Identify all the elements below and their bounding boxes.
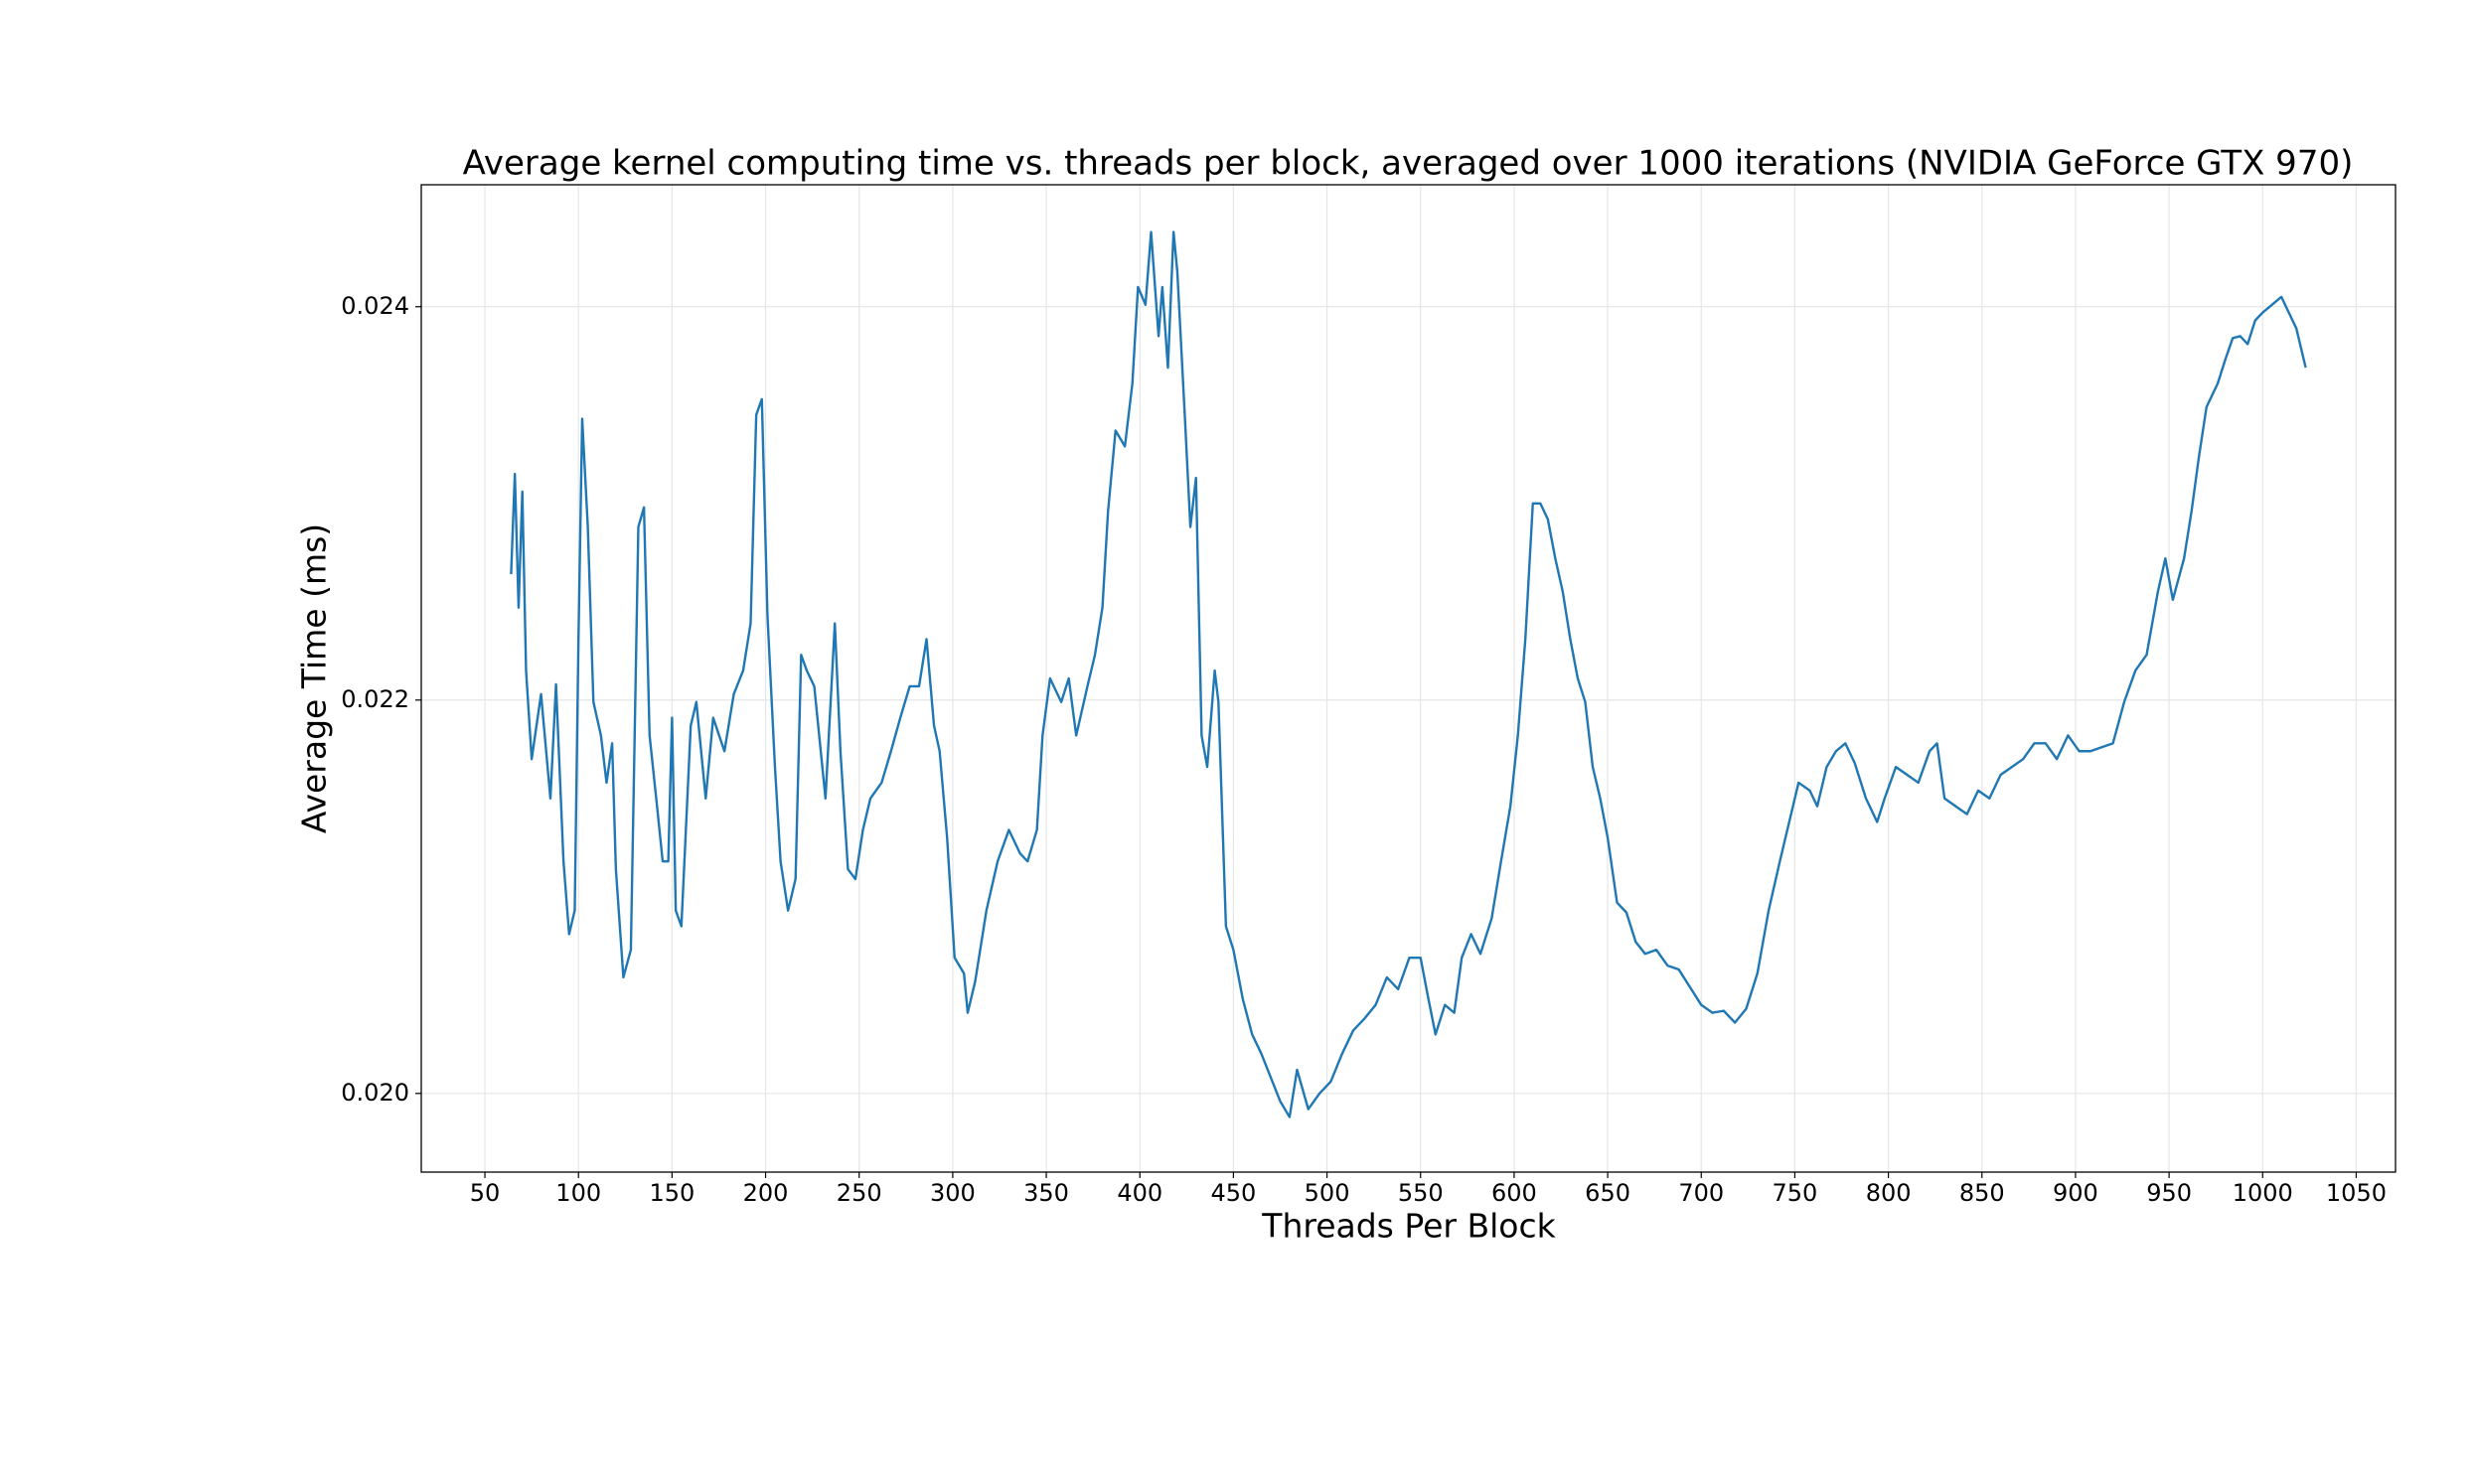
x-tick-label: 400 [1117,1179,1162,1207]
x-tick-label: 950 [2146,1179,2192,1207]
x-tick-label: 1000 [2233,1179,2293,1207]
x-tick-label: 900 [2053,1179,2098,1207]
x-tick-label: 500 [1305,1179,1350,1207]
x-tick-label: 700 [1678,1179,1724,1207]
y-tick-label: 0.022 [341,685,409,713]
x-tick-label: 550 [1398,1179,1444,1207]
x-tick-label: 50 [470,1179,501,1207]
data-line [510,230,2307,1118]
x-tick-label: 650 [1585,1179,1630,1207]
x-tick-label: 800 [1866,1179,1912,1207]
x-tick-label: 450 [1210,1179,1256,1207]
y-tick-label: 0.020 [341,1079,409,1107]
x-tick-label: 750 [1773,1179,1818,1207]
x-tick-label: 100 [555,1179,601,1207]
x-tick-label: 200 [743,1179,789,1207]
x-tick-label: 150 [649,1179,695,1207]
x-axis-label: Threads Per Block [1261,1207,1556,1246]
y-axis-label: Average Time (ms) [295,523,334,833]
x-tick-label: 600 [1491,1179,1537,1207]
x-tick-label: 1050 [2326,1179,2387,1207]
x-tick-label: 850 [1959,1179,2005,1207]
x-tick-label: 250 [837,1179,882,1207]
plot-frame [420,184,2397,1173]
chart-title: Average kernel computing time vs. thread… [463,144,2354,184]
x-tick-label: 350 [1023,1179,1069,1207]
x-tick-label: 300 [930,1179,976,1207]
y-tick-label: 0.024 [341,292,409,320]
